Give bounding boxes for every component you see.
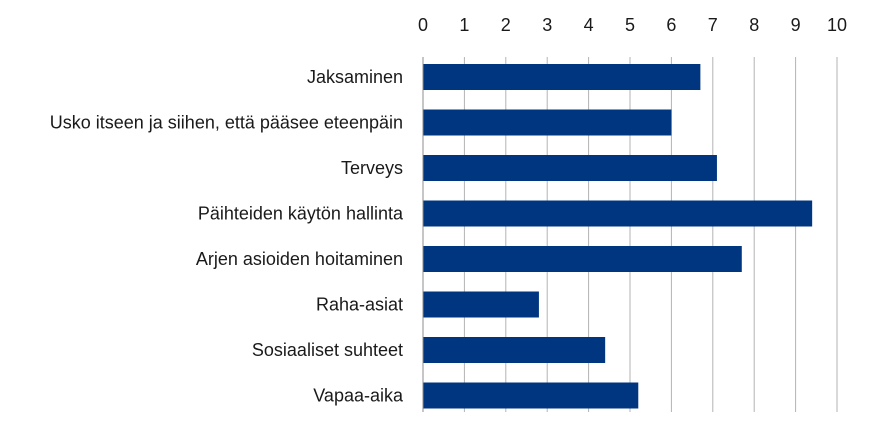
bar-4 bbox=[423, 200, 813, 227]
category-labels: Jaksaminen Usko itseen ja siihen, että pä… bbox=[50, 67, 404, 406]
x-tick-label-10: 10 bbox=[827, 15, 847, 35]
bars bbox=[423, 64, 813, 409]
category-label-2: Usko itseen ja siihen, että pääsee eteen… bbox=[50, 113, 403, 133]
category-label-4: Päihteiden käytön hallinta bbox=[198, 204, 404, 224]
x-tick-label-0: 0 bbox=[418, 15, 428, 35]
category-label-7: Sosiaaliset suhteet bbox=[252, 340, 403, 360]
bar-7 bbox=[423, 337, 606, 363]
x-tick-label-3: 3 bbox=[542, 15, 552, 35]
bar-3 bbox=[423, 155, 717, 181]
category-label-8: Vapaa-aika bbox=[313, 386, 404, 406]
bar-1 bbox=[423, 64, 701, 90]
bar-8 bbox=[423, 382, 639, 409]
category-label-5: Arjen asioiden hoitaminen bbox=[196, 249, 403, 269]
x-tick-label-2: 2 bbox=[501, 15, 511, 35]
category-label-1: Jaksaminen bbox=[307, 67, 403, 87]
x-tick-label-5: 5 bbox=[625, 15, 635, 35]
x-axis-tick-labels: 0 1 2 3 4 5 6 7 8 9 10 bbox=[418, 15, 847, 35]
x-tick-label-7: 7 bbox=[708, 15, 718, 35]
x-tick-label-6: 6 bbox=[666, 15, 676, 35]
category-label-3: Terveys bbox=[341, 158, 403, 178]
x-tick-label-9: 9 bbox=[791, 15, 801, 35]
category-label-6: Raha-asiat bbox=[316, 295, 403, 315]
x-tick-label-1: 1 bbox=[459, 15, 469, 35]
x-tick-label-4: 4 bbox=[584, 15, 594, 35]
bar-5 bbox=[423, 246, 742, 272]
bar-2 bbox=[423, 109, 672, 136]
x-tick-label-8: 8 bbox=[749, 15, 759, 35]
bar-6 bbox=[423, 291, 539, 318]
